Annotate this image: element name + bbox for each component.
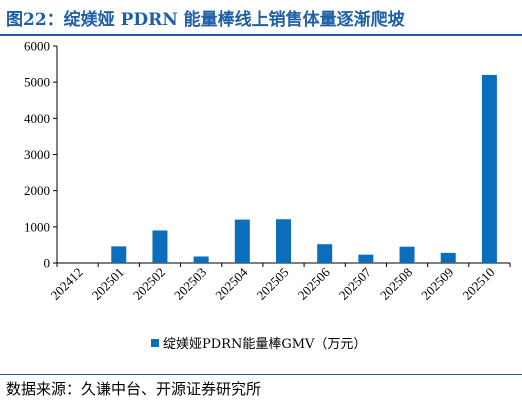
bar [193, 256, 209, 263]
x-tick-label: 202506 [295, 264, 334, 303]
y-tick-label: 1000 [24, 219, 50, 234]
legend-swatch [151, 339, 159, 347]
y-tick-label: 2000 [24, 183, 50, 198]
bar [152, 230, 168, 263]
y-tick-label: 6000 [24, 39, 50, 54]
x-tick-label: 202501 [89, 265, 127, 303]
y-tick-label: 4000 [24, 111, 50, 126]
source-divider [0, 374, 522, 375]
y-tick-label: 5000 [24, 75, 50, 90]
x-tick-label: 202509 [418, 265, 456, 303]
y-tick-label: 3000 [24, 147, 50, 162]
y-axis: 0 1000 2000 3000 4000 5000 6000 [24, 39, 58, 271]
bar [276, 219, 291, 263]
bar [440, 252, 456, 263]
x-tick-label: 202508 [377, 265, 415, 303]
source-note: 数据来源：久谦中台、开源证券研究所 [6, 380, 262, 398]
x-tick-label: 202503 [171, 265, 209, 303]
x-tick-label: 202507 [336, 264, 375, 303]
bar-series [111, 74, 497, 263]
y-tick-label: 0 [44, 256, 51, 271]
x-tick-label: 202505 [253, 265, 291, 303]
bar [317, 244, 333, 263]
x-tick-label: 202502 [130, 265, 168, 303]
figure-title: 图22：绽媄娅 PDRN 能量棒线上销售体量逐渐爬坡 [6, 10, 405, 30]
x-axis: 202412 202501 202502 202503 202504 202505 2025… [48, 262, 511, 303]
bar [399, 246, 415, 263]
legend: 绽媄娅PDRN能量棒GMV（万元） [151, 337, 366, 352]
bar [234, 219, 250, 263]
x-tick-label: 202504 [212, 264, 251, 303]
legend-label: 绽媄娅PDRN能量棒GMV（万元） [163, 337, 366, 352]
title-divider [0, 34, 522, 36]
x-tick-label: 202412 [48, 265, 86, 303]
bar [358, 254, 374, 263]
bar [111, 246, 127, 263]
bar [481, 74, 497, 263]
x-tick-label: 202510 [459, 265, 497, 303]
